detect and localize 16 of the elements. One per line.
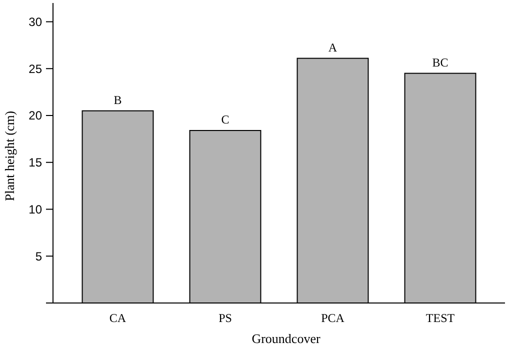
y-tick-label: 30 <box>28 14 42 29</box>
x-tick-label: TEST <box>426 311 456 325</box>
x-tick-label: PS <box>218 311 232 325</box>
y-axis-title: Plant height (cm) <box>2 110 17 202</box>
y-tick-label: 10 <box>28 202 42 216</box>
annotation: A <box>328 40 338 54</box>
x-tick-label: CA <box>109 311 126 325</box>
x-axis-title: Groundcover <box>252 331 321 344</box>
annotation: BC <box>432 55 448 70</box>
x-tick-label: PCA <box>321 311 345 325</box>
y-tick-label: 5 <box>35 249 42 264</box>
annotation: C <box>221 112 230 126</box>
y-tick-label: 25 <box>28 62 42 76</box>
y-tick-label: 15 <box>28 156 42 170</box>
annotation: B <box>114 92 122 107</box>
y-tick-label: 20 <box>28 108 42 123</box>
